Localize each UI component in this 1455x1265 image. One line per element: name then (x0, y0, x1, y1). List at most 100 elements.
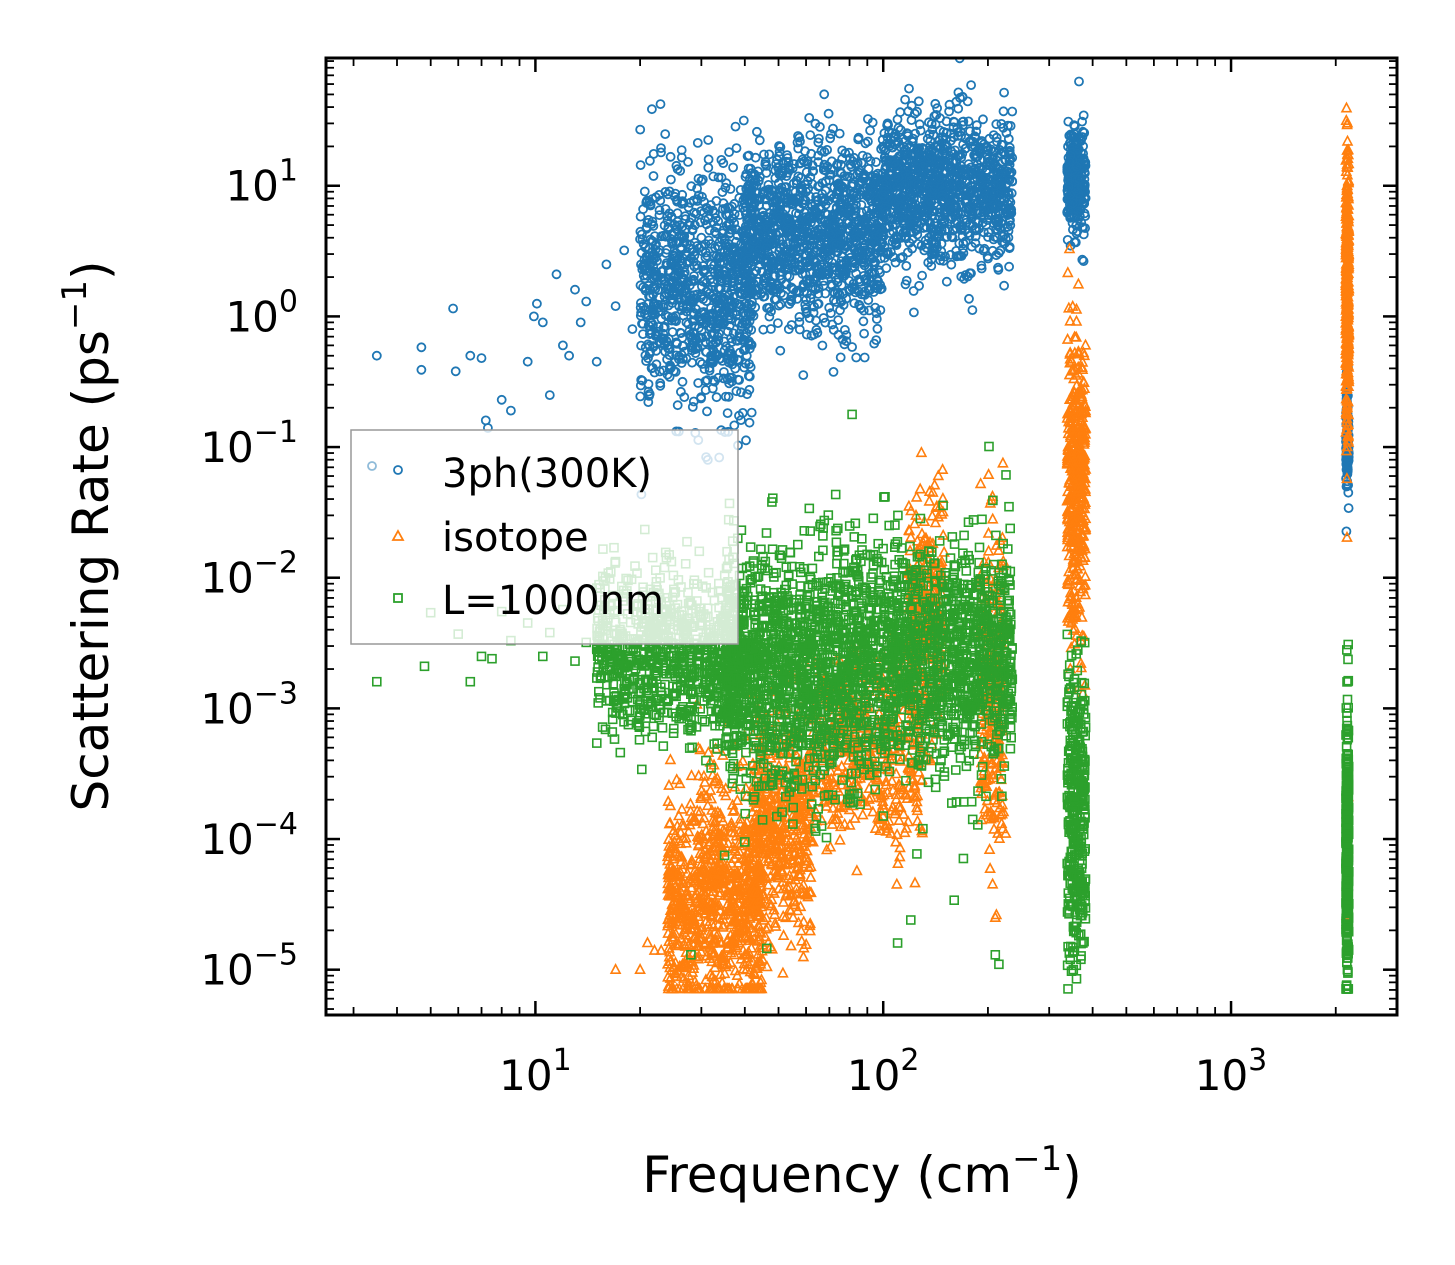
circle-marker-band-0 (639, 186, 650, 197)
circle-marker-band-1 (767, 285, 778, 296)
circle-marker-band-0 (723, 272, 733, 283)
circle-marker-band-0 (656, 147, 666, 158)
circle-marker-band-0 (654, 205, 665, 216)
circle-marker-band-0 (666, 211, 677, 222)
triangle-marker-band-1 (797, 950, 810, 962)
circle-marker-band-0 (651, 271, 661, 282)
circle-marker-band-0 (681, 278, 692, 289)
circle-marker-band-0 (646, 318, 657, 328)
circle-marker-band-0 (656, 143, 666, 154)
triangle-marker-band-1 (804, 870, 817, 882)
circle-marker-band-1 (863, 163, 874, 174)
circle-marker (465, 350, 476, 361)
circle-marker-band-2 (904, 83, 914, 94)
circle-marker-band-0 (636, 259, 646, 270)
triangle-marker-band-0 (736, 754, 749, 766)
circle-marker-band-1 (871, 314, 882, 324)
circle-marker-band-0 (714, 237, 725, 248)
circle-marker-band-2 (991, 119, 1002, 130)
circle-marker-band-0 (711, 303, 721, 314)
circle-marker-band-0 (656, 272, 667, 283)
circle-marker-band-0 (641, 223, 652, 234)
circle-marker (591, 356, 602, 367)
circle-marker-band-0 (637, 229, 647, 240)
circle-marker-band-0 (664, 364, 675, 375)
circle-marker-band-0 (713, 216, 724, 227)
circle-marker-band-0 (647, 236, 657, 246)
circle-marker-band-1 (842, 215, 852, 226)
circle-marker-band-0 (714, 241, 725, 252)
circle-marker-band-0 (697, 246, 708, 257)
circle-marker-band-0 (724, 209, 734, 219)
circle-marker-band-1 (826, 308, 836, 319)
circle-marker-band-0 (713, 252, 724, 263)
circle-marker-band-0 (648, 260, 659, 271)
circle-marker-band-2 (917, 270, 927, 281)
circle-marker-band-0 (724, 147, 734, 158)
circle-marker (696, 232, 707, 243)
circle-marker-band-3 (1074, 76, 1084, 87)
circle-marker-band-1 (871, 308, 882, 319)
circle-marker-band-2 (881, 263, 892, 274)
circle-marker-band-0 (636, 340, 646, 351)
circle-marker-band-0 (722, 374, 733, 385)
circle-marker-band-1 (795, 187, 806, 198)
circle-marker-band-0 (731, 143, 742, 154)
circle-marker-band-0 (688, 294, 699, 305)
circle-marker-band-1 (743, 163, 754, 174)
circle-marker-band-0 (645, 155, 655, 166)
circle-marker-band-2 (978, 114, 988, 125)
circle-marker-band-1 (773, 318, 783, 329)
circle-marker-band-0 (667, 298, 678, 309)
circle-marker-band-0 (646, 328, 657, 339)
circle-marker-band-2 (941, 276, 952, 287)
circle-marker-band-1 (775, 345, 786, 356)
circle-marker-band-0 (666, 312, 677, 323)
circle-marker-band-0 (692, 241, 702, 251)
series-0 (371, 58, 1354, 537)
circle-marker-band-0 (662, 280, 673, 291)
triangle-marker-band-0 (685, 769, 698, 781)
circle-marker-band-1 (775, 142, 786, 152)
circle-marker-band-0 (688, 256, 699, 267)
circle-marker-band-1 (847, 342, 857, 352)
circle-marker-band-0 (718, 373, 729, 384)
circle-marker-band-1 (829, 288, 840, 299)
circle-marker-band-1 (759, 275, 769, 286)
circle-marker-band-0 (726, 333, 736, 344)
circle-marker-band-0 (635, 124, 646, 135)
circle-marker-band-0 (714, 284, 725, 295)
circle-marker-band-1 (817, 340, 828, 351)
circle-marker-band-0 (719, 293, 730, 304)
circle-marker-band-1 (742, 215, 752, 226)
circle-marker-band-0 (718, 204, 728, 214)
circle-marker-band-1 (828, 324, 839, 335)
circle-marker-band-0 (711, 392, 722, 403)
circle-marker-band-0 (662, 230, 672, 241)
circle-marker-band-0 (674, 351, 684, 362)
circle-marker-band-0 (665, 360, 675, 371)
circle-marker (505, 405, 516, 416)
circle-marker-band-0 (699, 264, 710, 275)
circle-marker-band-1 (858, 316, 869, 327)
circle-marker-band-0 (717, 269, 728, 280)
circle-marker-band-1 (859, 328, 869, 339)
circle-marker-band-0 (711, 228, 722, 239)
circle-marker-band-0 (673, 265, 684, 276)
circle-marker-band-1 (819, 89, 830, 100)
circle-marker-band-0 (644, 348, 655, 359)
circle-marker-band-0 (736, 387, 746, 398)
triangle-marker-band-1 (795, 934, 808, 946)
circle-marker-band-0 (691, 342, 701, 353)
circle-marker-band-0 (663, 266, 674, 277)
triangle-marker-band-0 (704, 783, 717, 795)
circle-marker-band-0 (722, 255, 732, 266)
circle-marker-band-1 (861, 206, 872, 216)
circle-marker-band-0 (647, 104, 657, 115)
circle-marker-band-1 (800, 299, 811, 310)
triangle-marker-band-0 (664, 753, 677, 765)
circle-marker-band-0 (683, 202, 694, 213)
circle-marker-band-0 (696, 175, 707, 186)
circle-marker-band-0 (746, 407, 757, 418)
